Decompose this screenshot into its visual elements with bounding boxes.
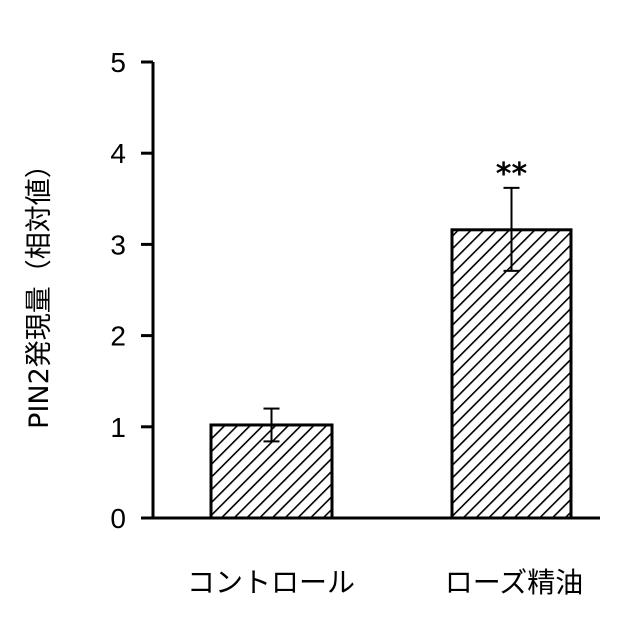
y-tick-label-4: 4: [110, 138, 126, 169]
y-tick-label-3: 3: [110, 229, 126, 260]
bar-1: [452, 230, 571, 518]
category-label-1: ローズ精油: [445, 566, 584, 599]
y-tick-label-0: 0: [110, 503, 126, 534]
significance-label-1: **: [496, 157, 528, 192]
y-axis-label: PIN2発現量（相対値）: [24, 151, 55, 429]
category-label-0: コントロール: [187, 566, 355, 599]
y-tick-label-1: 1: [110, 412, 126, 443]
y-tick-label-5: 5: [110, 47, 126, 78]
y-tick-label-2: 2: [110, 321, 126, 352]
